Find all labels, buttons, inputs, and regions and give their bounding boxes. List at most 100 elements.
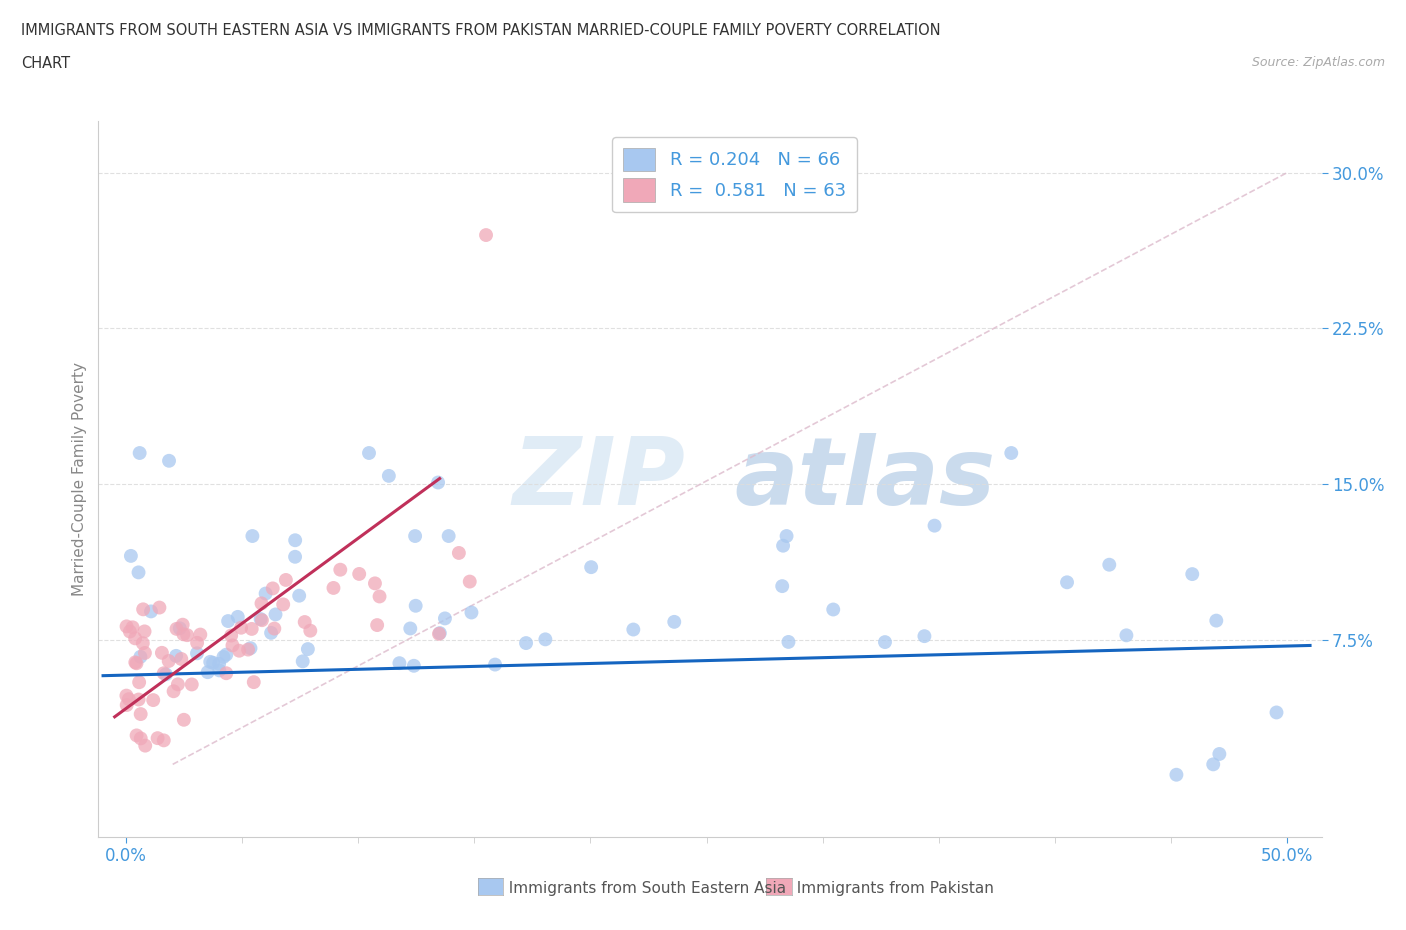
Point <box>579 560 602 575</box>
Point <box>1202 757 1225 772</box>
Point <box>129 707 152 722</box>
Point <box>124 655 146 670</box>
Point <box>427 475 450 490</box>
Point <box>1265 705 1288 720</box>
Point <box>157 654 180 669</box>
Point <box>128 445 150 460</box>
Point <box>142 693 165 708</box>
Point <box>202 656 225 671</box>
Point <box>291 654 314 669</box>
Text: ZIP: ZIP <box>513 433 686 525</box>
Point <box>236 642 259 657</box>
Point <box>515 635 537 650</box>
Point <box>1181 566 1204 581</box>
Point <box>621 622 644 637</box>
Point <box>460 605 482 620</box>
Point <box>274 573 297 588</box>
Point <box>134 738 156 753</box>
Point <box>162 684 184 698</box>
Point <box>1208 747 1230 762</box>
Point <box>221 638 243 653</box>
Point <box>242 528 264 543</box>
Point <box>1056 575 1078 590</box>
Point <box>249 612 271 627</box>
Point <box>364 576 387 591</box>
Point <box>186 645 208 660</box>
Point <box>115 688 138 703</box>
Point <box>167 677 190 692</box>
Point <box>155 667 177 682</box>
Point <box>139 604 162 618</box>
Point <box>200 655 222 670</box>
Point <box>134 645 156 660</box>
Point <box>263 621 285 636</box>
Point <box>823 602 845 617</box>
Point <box>347 566 370 581</box>
Point <box>152 666 174 681</box>
Point <box>173 712 195 727</box>
Text: Immigrants from South Eastern Asia: Immigrants from South Eastern Asia <box>499 881 786 896</box>
Text: Immigrants from Pakistan: Immigrants from Pakistan <box>787 881 994 896</box>
Point <box>329 563 352 578</box>
Point <box>170 652 193 667</box>
Point <box>378 469 401 484</box>
Point <box>165 648 187 663</box>
Point <box>366 618 388 632</box>
Point <box>115 698 138 712</box>
Point <box>157 453 180 468</box>
Point <box>229 620 252 635</box>
Point <box>186 635 208 650</box>
Point <box>129 731 152 746</box>
Point <box>228 644 250 658</box>
Text: CHART: CHART <box>21 56 70 71</box>
Point <box>368 589 391 604</box>
Point <box>169 621 191 636</box>
Point <box>125 728 148 743</box>
Point <box>208 663 231 678</box>
Point <box>772 538 794 553</box>
Point <box>1166 767 1188 782</box>
Point <box>873 634 896 649</box>
Text: Source: ZipAtlas.com: Source: ZipAtlas.com <box>1251 56 1385 69</box>
Point <box>188 627 211 642</box>
Point <box>484 658 506 672</box>
Point <box>152 733 174 748</box>
Point <box>388 656 411 671</box>
Point <box>437 528 460 543</box>
Point <box>148 600 170 615</box>
Point <box>146 731 169 746</box>
Point <box>284 550 307 565</box>
Point <box>129 649 152 664</box>
Point <box>770 578 793 593</box>
Point <box>924 518 946 533</box>
Point <box>458 574 481 589</box>
Point <box>475 228 498 243</box>
Point <box>427 627 450 642</box>
Point <box>118 692 141 707</box>
Point <box>404 528 426 543</box>
Point <box>215 666 238 681</box>
Point <box>664 615 686 630</box>
Point <box>534 631 557 646</box>
Point <box>208 657 231 671</box>
Point <box>288 589 311 604</box>
Point <box>176 628 198 643</box>
Point <box>115 619 138 634</box>
Point <box>399 621 422 636</box>
Point <box>433 611 456 626</box>
Point <box>260 626 283 641</box>
Point <box>132 636 155 651</box>
Point <box>357 445 380 460</box>
Point <box>166 621 188 636</box>
Point <box>242 674 264 689</box>
Point <box>124 631 146 645</box>
Legend: R = 0.204   N = 66, R =  0.581   N = 63: R = 0.204 N = 66, R = 0.581 N = 63 <box>612 137 856 212</box>
Point <box>128 675 150 690</box>
Text: IMMIGRANTS FROM SOUTH EASTERN ASIA VS IMMIGRANTS FROM PAKISTAN MARRIED-COUPLE FA: IMMIGRANTS FROM SOUTH EASTERN ASIA VS IM… <box>21 23 941 38</box>
Point <box>240 621 263 636</box>
Point <box>219 628 242 643</box>
Point <box>254 586 277 601</box>
Point <box>150 645 173 660</box>
Point <box>250 613 273 628</box>
Point <box>429 626 451 641</box>
